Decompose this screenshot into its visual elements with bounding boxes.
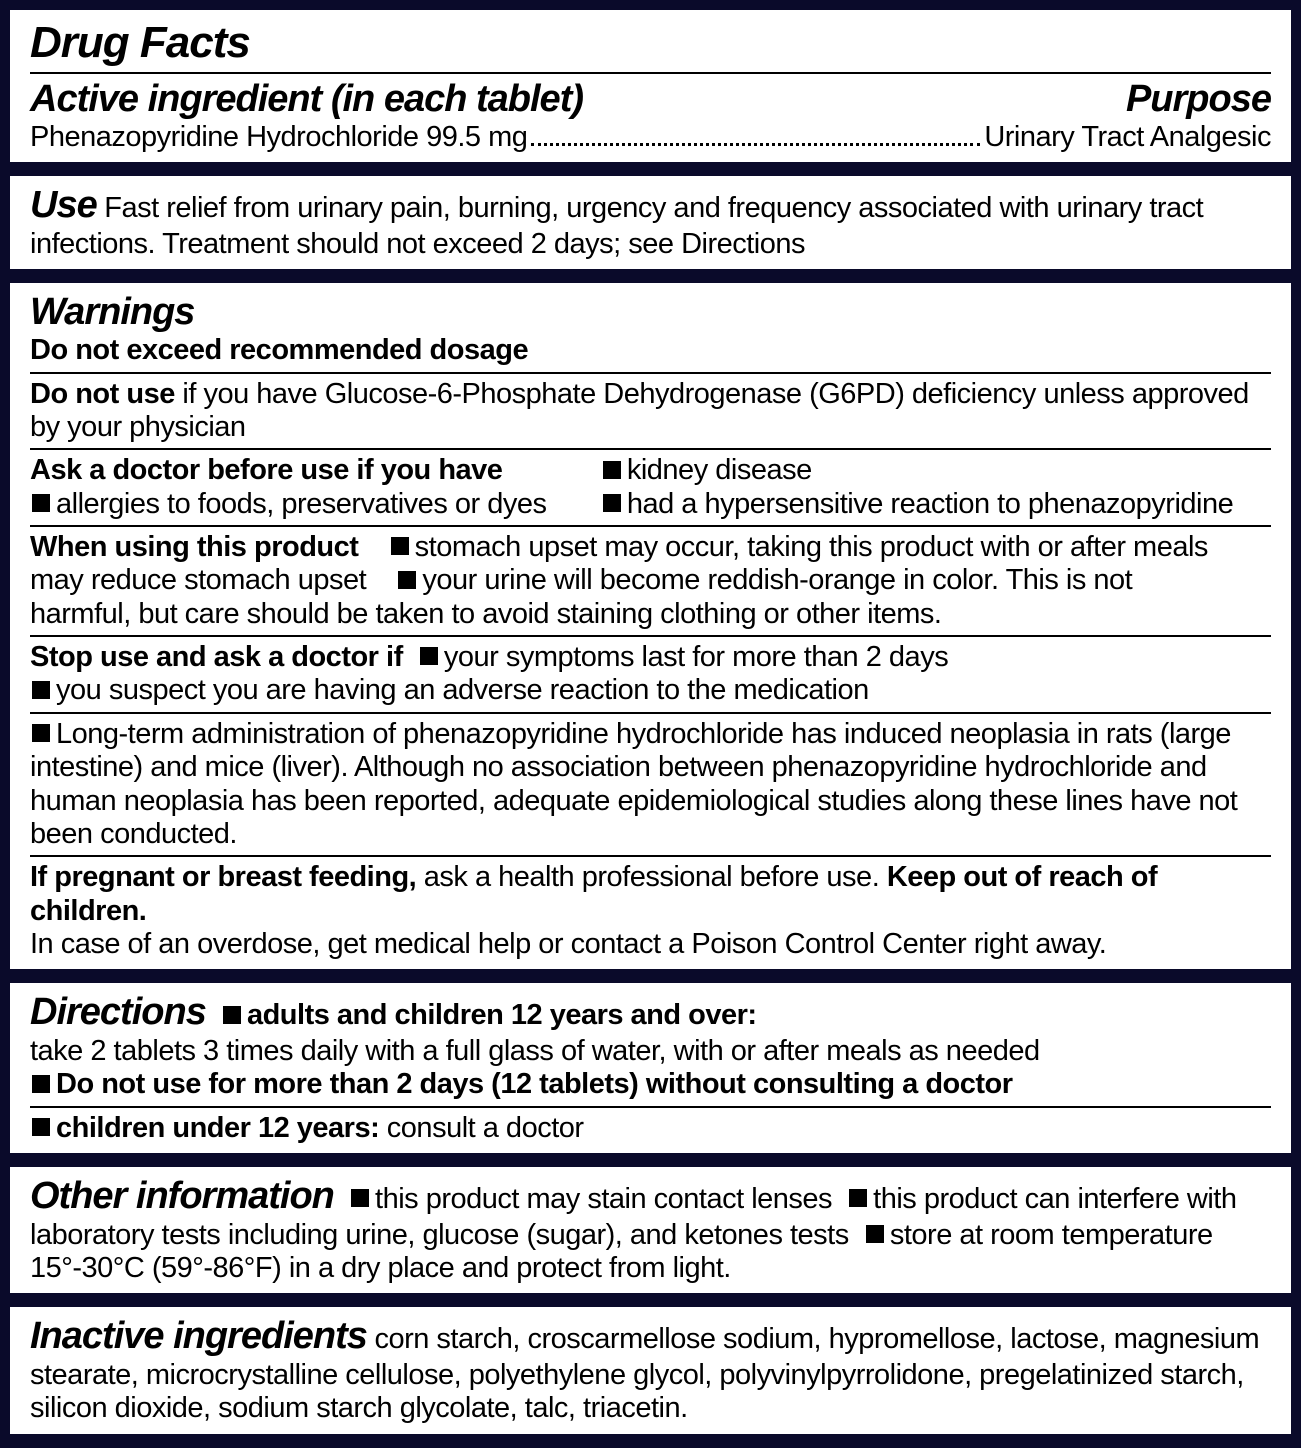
when-using-b1b: may reduce stomach upset: [30, 564, 366, 596]
do-not-use-label: Do not use: [30, 378, 175, 410]
warnings-heading: Warnings: [30, 291, 1271, 334]
other-info-block: Other information this product may stain…: [30, 1175, 1271, 1285]
rule: [30, 372, 1271, 374]
pregnant-text1: ask a health professional before use.: [416, 861, 887, 893]
bullet-icon: [391, 537, 409, 555]
bullet-icon: [420, 647, 438, 665]
bullet-icon: [32, 1118, 50, 1136]
do-not-use-block: Do not use if you have Glucose-6-Phospha…: [30, 378, 1271, 445]
inactive-heading: Inactive ingredients: [30, 1315, 367, 1357]
warnings-recommend: Do not exceed recommended dosage: [30, 334, 1271, 367]
when-using-block: When using this product stomach upset ma…: [30, 531, 1271, 631]
stop-use-b2: you suspect you are having an adverse re…: [56, 674, 869, 706]
bullet-icon: [849, 1189, 867, 1207]
stop-use-block: Stop use and ask a doctor if your sympto…: [30, 641, 1271, 708]
longterm-block: Long-term administration of phenazopyrid…: [30, 718, 1271, 851]
do-not-use-text: if you have Glucose-6-Phosphate Dehydrog…: [30, 378, 1249, 443]
directions-limit: Do not use for more than 2 days (12 tabl…: [56, 1068, 1013, 1100]
other-b1: this product may stain contact lenses: [375, 1183, 832, 1215]
section-use: Use Fast relief from urinary pain, burni…: [10, 176, 1291, 269]
bullet-icon: [32, 724, 50, 742]
longterm-text: Long-term administration of phenazopyrid…: [30, 718, 1237, 850]
drug-facts-panel: Drug Facts Active ingredient (in each ta…: [0, 0, 1301, 1444]
ask-doctor-item-allergies: allergies to foods, preservatives or dye…: [56, 488, 546, 520]
other-info-heading: Other information: [30, 1175, 334, 1217]
ask-doctor-label: Ask a doctor before use if you have: [30, 454, 601, 487]
use-heading: Use: [30, 184, 97, 226]
section-active-ingredient: Drug Facts Active ingredient (in each ta…: [10, 10, 1291, 162]
rule: [30, 1106, 1271, 1108]
section-other-info: Other information this product may stain…: [10, 1167, 1291, 1293]
directions-adults-label: adults and children 12 years and over:: [247, 999, 757, 1031]
bullet-icon: [398, 571, 416, 589]
directions-heading: Directions: [30, 991, 206, 1033]
rule: [30, 525, 1271, 527]
section-directions: Directions adults and children 12 years …: [10, 983, 1291, 1153]
bullet-icon: [32, 494, 50, 512]
pregnant-block: If pregnant or breast feeding, ask a hea…: [30, 861, 1271, 961]
bullet-icon: [603, 461, 621, 479]
rule: [30, 448, 1271, 450]
ask-doctor-item-hypersensitive: had a hypersensitive reaction to phenazo…: [627, 488, 1233, 520]
bullet-icon: [32, 1075, 50, 1093]
rule: [30, 635, 1271, 637]
use-text: Fast relief from urinary pain, burning, …: [30, 192, 1203, 260]
rule: [30, 712, 1271, 714]
rule: [30, 72, 1271, 74]
directions-children-block: children under 12 years: consult a docto…: [30, 1112, 1271, 1145]
when-using-b2b: harmful, but care should be taken to avo…: [30, 598, 941, 630]
bullet-icon: [223, 1006, 241, 1024]
dot-leader: [531, 123, 980, 146]
pregnant-label: If pregnant or breast feeding,: [30, 861, 416, 893]
directions-adults-text: take 2 tablets 3 times daily with a full…: [30, 1035, 1040, 1067]
active-header-row: Active ingredient (in each tablet) Purpo…: [30, 78, 1271, 121]
when-using-b1a: stomach upset may occur, taking this pro…: [415, 531, 1208, 563]
overdose-text: In case of an overdose, get medical help…: [30, 928, 1106, 960]
bullet-icon: [32, 681, 50, 699]
bullet-icon: [866, 1225, 884, 1243]
section-warnings: Warnings Do not exceed recommended dosag…: [10, 283, 1291, 969]
purpose-heading: Purpose: [1126, 78, 1271, 121]
bullet-icon: [603, 494, 621, 512]
inactive-block: Inactive ingredients corn starch, crosca…: [30, 1315, 1271, 1425]
active-ingredient-name: Phenazopyridine Hydrochloride 99.5 mg: [30, 121, 527, 154]
active-ingredient-heading: Active ingredient (in each tablet): [30, 78, 583, 121]
when-using-b2a: your urine will become reddish-orange in…: [422, 564, 1132, 596]
when-using-label: When using this product: [30, 531, 358, 563]
use-block: Use Fast relief from urinary pain, burni…: [30, 184, 1271, 261]
directions-children-label: children under 12 years:: [56, 1112, 379, 1144]
section-inactive-ingredients: Inactive ingredients corn starch, crosca…: [10, 1307, 1291, 1433]
directions-children-text: consult a doctor: [379, 1112, 583, 1144]
ask-doctor-item-kidney: kidney disease: [627, 454, 812, 486]
stop-use-label: Stop use and ask a doctor if: [30, 641, 403, 673]
directions-block: Directions adults and children 12 years …: [30, 991, 1271, 1101]
ask-doctor-block: Ask a doctor before use if you have alle…: [30, 454, 1271, 521]
rule: [30, 855, 1271, 857]
stop-use-b1: your symptoms last for more than 2 days: [444, 641, 948, 673]
panel-title: Drug Facts: [30, 18, 1271, 68]
bullet-icon: [351, 1189, 369, 1207]
active-ingredient-row: Phenazopyridine Hydrochloride 99.5 mg Ur…: [30, 121, 1271, 154]
active-ingredient-purpose: Urinary Tract Analgesic: [984, 121, 1271, 154]
